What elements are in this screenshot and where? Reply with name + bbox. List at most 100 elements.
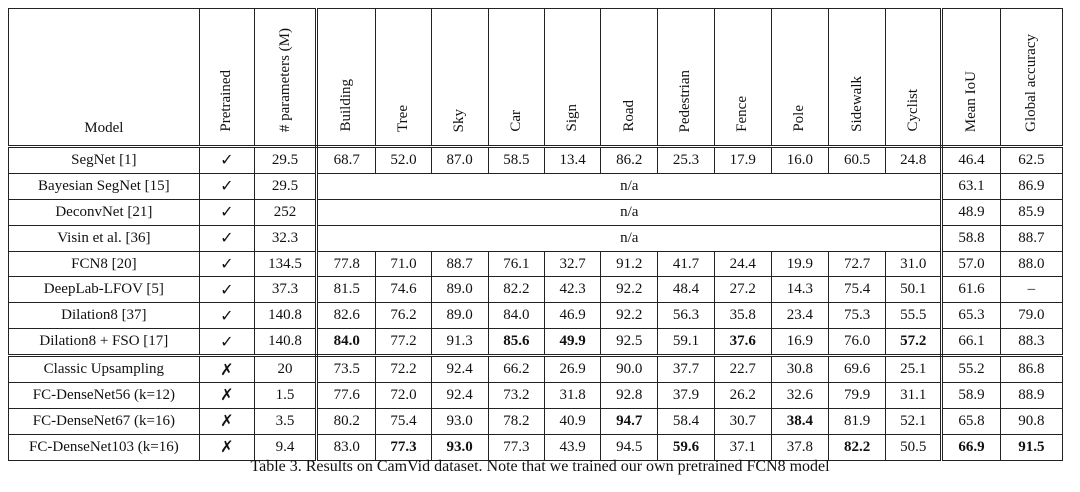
class-iou-cell: 38.4 <box>770 408 830 435</box>
model-cell: DeconvNet [21] <box>8 199 200 226</box>
class-iou-cell: 50.1 <box>885 276 944 304</box>
class-iou-cell: 25.1 <box>885 355 944 384</box>
class-iou-cell: 81.9 <box>827 408 887 435</box>
pretrained-cell: ✓ <box>198 328 255 358</box>
class-iou-cell: 66.2 <box>487 355 545 384</box>
class-iou-cell: 69.6 <box>827 355 887 384</box>
mean-iou-cell: 63.1 <box>941 173 1001 200</box>
class-iou-cell: 59.6 <box>657 434 715 461</box>
class-iou-cell: 37.1 <box>713 434 772 461</box>
params-cell: 140.8 <box>253 302 319 330</box>
class-iou-cell: 26.2 <box>713 382 772 409</box>
class-iou-cell: 41.7 <box>657 251 715 278</box>
table-row: DeconvNet [21] ✓ 252 n/a 48.9 85.9 <box>8 199 1064 226</box>
class-iou-cell: 24.4 <box>713 251 772 278</box>
class-iou-cell: 84.0 <box>487 302 545 330</box>
class-iou-cell: 23.4 <box>770 302 830 330</box>
class-iou-cell: 55.5 <box>885 302 944 330</box>
class-iou-cell: 72.7 <box>827 251 887 278</box>
class-iou-cell: 43.9 <box>543 434 602 461</box>
class-iou-cell: 35.8 <box>713 302 772 330</box>
params-cell: 3.5 <box>253 408 319 435</box>
class-iou-cell: 17.9 <box>713 146 772 174</box>
table-row: Dilation8 + FSO [17] ✓ 140.8 84.0 77.2 91.3 85… <box>8 328 1064 358</box>
class-iou-cell: 27.2 <box>713 276 772 304</box>
class-iou-cell: 88.7 <box>430 251 489 278</box>
header-building: Building <box>316 8 377 148</box>
global-accuracy-cell: 91.5 <box>999 434 1064 461</box>
global-accuracy-cell: 90.8 <box>999 408 1064 435</box>
class-iou-cell: 92.4 <box>430 355 489 384</box>
class-iou-cell: 72.0 <box>375 382 432 409</box>
header-params: # parameters (M) <box>253 8 319 148</box>
class-iou-cell: 40.9 <box>543 408 602 435</box>
class-iou-cell: 49.9 <box>543 328 602 358</box>
class-iou-cell: 73.5 <box>316 355 377 384</box>
class-iou-cell: 58.4 <box>657 408 715 435</box>
params-cell: 140.8 <box>253 328 319 358</box>
model-cell: Visin et al. [36] <box>8 225 200 252</box>
mean-iou-cell: 57.0 <box>941 251 1001 278</box>
pretrained-cell: ✓ <box>198 225 255 252</box>
class-iou-cell: 48.4 <box>657 276 715 304</box>
mean-iou-cell: 46.4 <box>941 146 1001 174</box>
table-row: Dilation8 [37] ✓ 140.8 82.6 76.2 89.0 84.0 46.9… <box>8 302 1064 330</box>
class-iou-cell: 32.6 <box>770 382 830 409</box>
class-iou-cell: 31.0 <box>885 251 944 278</box>
model-cell: FC-DenseNet103 (k=16) <box>8 434 200 461</box>
header-global-accuracy: Global accuracy <box>999 8 1064 148</box>
header-car: Car <box>487 8 545 148</box>
class-iou-cell: 37.6 <box>713 328 772 358</box>
mean-iou-cell: 65.8 <box>941 408 1001 435</box>
class-iou-cell: 31.1 <box>885 382 944 409</box>
class-iou-cell: 37.9 <box>657 382 715 409</box>
na-cell: n/a <box>316 173 944 200</box>
global-accuracy-cell: 86.9 <box>999 173 1064 200</box>
class-iou-cell: 84.0 <box>316 328 377 358</box>
params-cell: 1.5 <box>253 382 319 409</box>
class-iou-cell: 68.7 <box>316 146 377 174</box>
class-iou-cell: 91.3 <box>430 328 489 358</box>
na-cell: n/a <box>316 199 944 226</box>
class-iou-cell: 76.0 <box>827 328 887 358</box>
global-accuracy-cell: 88.7 <box>999 225 1064 252</box>
header-fence: Fence <box>713 8 772 148</box>
class-iou-cell: 31.8 <box>543 382 602 409</box>
global-accuracy-cell: 86.8 <box>999 355 1064 384</box>
class-iou-cell: 50.5 <box>885 434 944 461</box>
class-iou-cell: 14.3 <box>770 276 830 304</box>
global-accuracy-cell: 88.3 <box>999 328 1064 358</box>
class-iou-cell: 86.2 <box>600 146 659 174</box>
class-iou-cell: 74.6 <box>375 276 432 304</box>
header-mean-iou: Mean IoU <box>941 8 1001 148</box>
pretrained-cell: ✓ <box>198 251 255 278</box>
class-iou-cell: 32.7 <box>543 251 602 278</box>
class-iou-cell: 57.2 <box>885 328 944 358</box>
class-iou-cell: 60.5 <box>827 146 887 174</box>
table-row: SegNet [1] ✓ 29.5 68.7 52.0 87.0 58.5 13.4 86.2 2… <box>8 146 1064 174</box>
pretrained-cell: ✓ <box>198 199 255 226</box>
class-iou-cell: 13.4 <box>543 146 602 174</box>
pretrained-cell: ✓ <box>198 276 255 304</box>
class-iou-cell: 52.0 <box>375 146 432 174</box>
header-model: Model <box>8 8 200 148</box>
results-table: Model Pretrained # parameters (M) Buildi… <box>8 8 1064 461</box>
global-accuracy-cell: 85.9 <box>999 199 1064 226</box>
params-cell: 252 <box>253 199 319 226</box>
class-iou-cell: 75.3 <box>827 302 887 330</box>
params-cell: 20 <box>253 355 319 384</box>
class-iou-cell: 78.2 <box>487 408 545 435</box>
class-iou-cell: 72.2 <box>375 355 432 384</box>
class-iou-cell: 77.8 <box>316 251 377 278</box>
table-row: FC-DenseNet103 (k=16) ✗ 9.4 83.0 77.3 93.0 77.… <box>8 434 1064 461</box>
mean-iou-cell: 65.3 <box>941 302 1001 330</box>
params-cell: 134.5 <box>253 251 319 278</box>
header-sky: Sky <box>430 8 489 148</box>
class-iou-cell: 26.9 <box>543 355 602 384</box>
header-pretrained: Pretrained <box>198 8 255 148</box>
class-iou-cell: 80.2 <box>316 408 377 435</box>
header-pedestrian: Pedestrian <box>657 8 715 148</box>
header-road: Road <box>600 8 659 148</box>
class-iou-cell: 94.7 <box>600 408 659 435</box>
mean-iou-cell: 58.8 <box>941 225 1001 252</box>
